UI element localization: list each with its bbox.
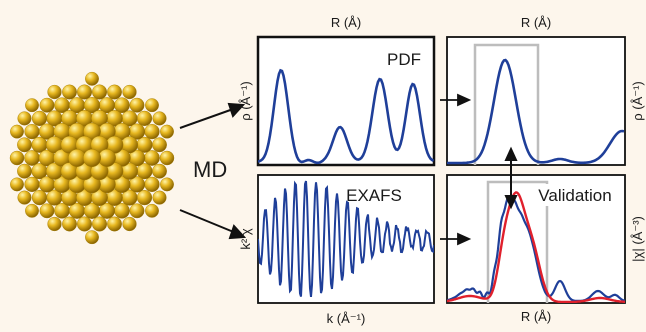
nanoparticle-atom [85,230,99,245]
arrow-to-exafs [179,209,247,240]
nanoparticle-atom [76,216,92,232]
nanoparticle-atom [17,137,32,153]
nanoparticle-atom [25,98,39,113]
validation-experimental-curve [447,191,625,303]
pdf-curve [258,68,434,165]
md-label: MD [193,157,227,182]
pdf-y-axis-label: ρ (Å⁻¹) [238,81,253,121]
arrow-exafs-to-validation [440,232,472,246]
nanoparticle-atom [25,203,39,218]
pdf-zoom-x-axis-label: R (Å) [521,15,551,30]
pdf-zoom-panel-frame [446,36,626,166]
validation-x-axis-label: R (Å) [521,309,551,324]
nanoparticle-atom [152,163,167,179]
pdf-panel-title: PDF [387,50,421,69]
nanoparticle-atom [82,148,101,167]
pdf-x-axis-label: R (Å) [331,15,361,30]
nanoparticle-atom [160,124,174,139]
nanoparticle-atom [31,190,48,206]
nanoparticle-atom [62,216,77,232]
nanoparticle-atom [107,216,122,232]
nanoparticle-atom [152,111,167,126]
nanoparticle-atom [91,189,108,207]
validation-y-axis-label: |χ| (Å⁻³) [630,216,645,262]
nanoparticle-atom [144,150,160,166]
nanoparticle-atom [24,150,40,166]
nanoparticle-atom [62,84,77,100]
pdf-zoom-curve [447,58,625,165]
comparison-double-arrow [504,146,518,210]
nanoparticle-atom [129,203,145,219]
nanoparticle-atom [39,203,55,219]
nanoparticle-atom [39,97,55,113]
nanoparticle-atom [47,84,62,100]
nanoparticle-atom [24,124,40,140]
nanoparticle-atom [122,84,137,100]
pdf-zoom-y-axis-label: ρ (Å⁻¹) [630,81,645,121]
nanoparticle-atom [145,203,159,218]
pdf-window-box [473,43,540,165]
nanoparticle-atom [160,177,174,192]
nanoparticle-atom [83,202,101,219]
nanoparticle-atom [136,110,153,127]
nanoparticle-atom [136,190,153,206]
nanoparticle-atom [129,97,145,113]
nanoparticle-atom [10,124,24,139]
nanoparticle-atom [91,216,107,232]
nanoparticle-atom [152,190,167,205]
nanoparticle-atom [31,110,48,127]
nanoparticle-atom [91,110,108,127]
nanoparticle-atom [9,150,25,166]
nanoparticle-atom [10,177,24,192]
nanoparticle-atom [152,137,167,153]
validation-title-backdrop [526,184,623,206]
nanoparticle-atom [122,216,137,232]
nanoparticle-atom [76,84,92,100]
arrow-to-pdf [179,102,246,129]
nanoparticle-atom [85,71,99,86]
nanoparticle-atom [91,84,107,100]
validation-panel-title: Validation [538,186,611,205]
nanoparticle-atom [17,190,32,205]
nanoparticle-atom [144,124,160,140]
nanoparticle-atom [107,84,122,100]
exafs-y-axis-label: k² χ [238,228,253,249]
nanoparticle-atom [17,111,32,126]
nanoparticle-atom [47,216,62,232]
nanoparticle-atom [145,98,159,113]
arrow-pdf-to-zoom [440,93,472,107]
exafs-curve [258,180,434,298]
nanoparticle-atom [83,97,101,114]
nanoparticle-cluster [9,71,175,245]
validation-simulated-curve [447,196,625,302]
exafs-x-axis-label: k (Å⁻¹) [327,311,366,326]
nanoparticle-atom [17,163,32,179]
nanoparticle-atom [159,150,175,166]
exafs-panel-title: EXAFS [346,186,402,205]
validation-window-box [486,180,549,303]
nanoparticle-atom [144,176,160,193]
nanoparticle-atom [24,176,40,193]
